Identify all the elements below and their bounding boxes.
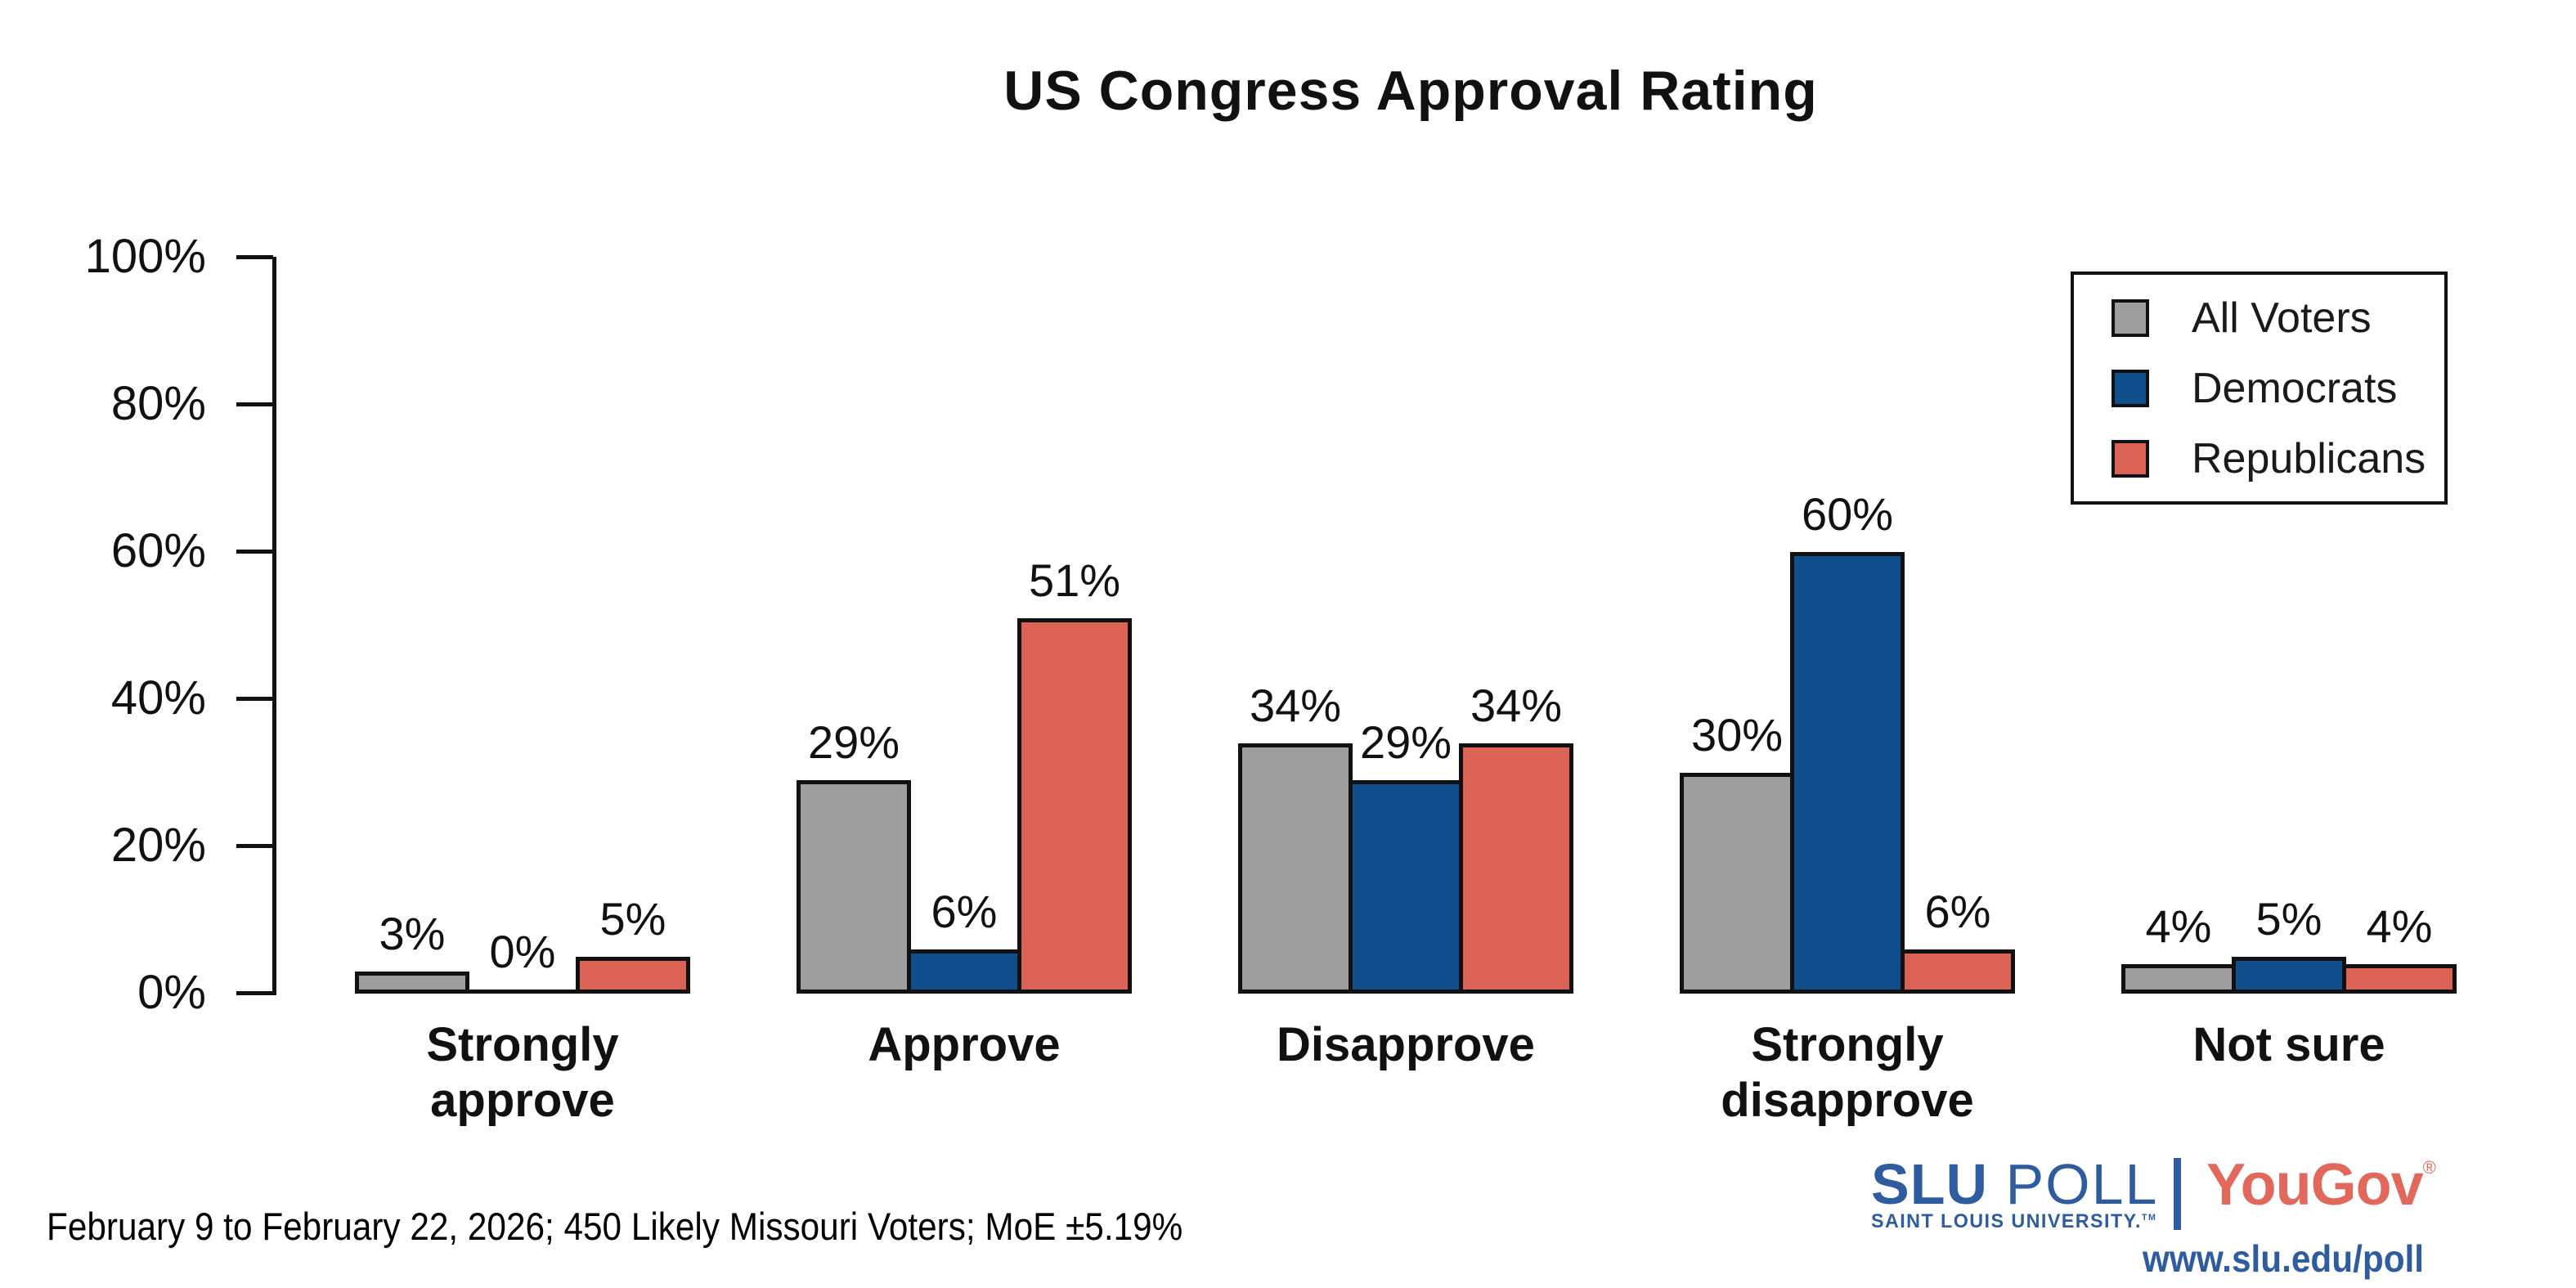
x-axis-category-label: Approve xyxy=(868,1018,1061,1071)
legend-swatch-republicans xyxy=(2112,439,2149,478)
survey-footnote: February 9 to February 22, 2026; 450 Lik… xyxy=(47,1205,1183,1248)
y-axis-tick xyxy=(236,550,273,554)
y-axis-tick-label: 0% xyxy=(137,966,206,1019)
y-axis-tick-label: 80% xyxy=(110,377,206,430)
chart-title: US Congress Approval Rating xyxy=(1003,60,1818,122)
y-axis-tick xyxy=(236,697,273,701)
y-axis-tick xyxy=(236,402,273,406)
bar-value-label: 5% xyxy=(599,893,666,945)
bar-value-label: 34% xyxy=(1249,680,1342,731)
bar-republicans-approve xyxy=(1017,618,1132,994)
bar-value-label: 6% xyxy=(1924,886,1991,937)
bar-democrats-not-sure xyxy=(2232,957,2346,994)
slu-poll-logo: SLU POLL xyxy=(1871,1151,2158,1217)
bar-democrats-strongly-approve xyxy=(465,990,580,994)
y-axis-tick xyxy=(236,991,273,995)
registered-symbol: ® xyxy=(2422,1157,2436,1178)
x-axis-category-label: Not sure xyxy=(2192,1018,2385,1071)
bar-value-label: 5% xyxy=(2255,893,2322,945)
bar-value-label: 6% xyxy=(931,886,998,937)
x-axis-category-label: Disapprove xyxy=(1277,1018,1535,1071)
bar-value-label: 4% xyxy=(2366,900,2433,952)
y-axis-line xyxy=(272,257,276,995)
x-axis-category-label: Strongly approve xyxy=(426,1018,619,1127)
bar-republicans-not-sure xyxy=(2342,964,2457,994)
brand-separator-bar xyxy=(2174,1158,2181,1230)
y-axis-tick-label: 40% xyxy=(110,671,206,725)
legend-label-democrats: Democrats xyxy=(2192,364,2398,412)
legend-label-republicans: Republicans xyxy=(2192,434,2426,482)
legend-row-democrats: Democrats xyxy=(2112,364,2444,413)
y-axis-tick xyxy=(236,844,273,848)
bar-democrats-disapprove xyxy=(1349,780,1463,994)
bar-all-voters-strongly-disapprove xyxy=(1680,773,1794,994)
bar-republicans-disapprove xyxy=(1459,743,1573,994)
legend-row-republicans: Republicans xyxy=(2112,434,2444,483)
legend-row-all-voters: All Voters xyxy=(2112,294,2444,343)
legend-swatch-all-voters xyxy=(2112,298,2149,337)
yougov-logo: YouGov® xyxy=(2206,1152,2436,1218)
poll-wordmark: POLL xyxy=(1988,1152,2159,1216)
bar-republicans-strongly-approve xyxy=(576,957,690,994)
bar-value-label: 3% xyxy=(379,908,446,959)
bar-value-label: 60% xyxy=(1801,488,1894,540)
legend-swatch-democrats xyxy=(2112,369,2149,407)
bar-value-label: 51% xyxy=(1028,554,1121,606)
bar-republicans-strongly-disapprove xyxy=(1901,949,2015,994)
bar-democrats-strongly-disapprove xyxy=(1790,552,1905,994)
slu-poll-url: www.slu.edu/poll xyxy=(2143,1237,2425,1280)
y-axis-tick-label: 100% xyxy=(84,230,206,283)
chart-legend: All Voters Democrats Republicans xyxy=(2071,272,2448,505)
bar-all-voters-not-sure xyxy=(2121,964,2236,994)
bar-democrats-approve xyxy=(907,949,1021,994)
x-axis-category-label: Strongly disapprove xyxy=(1721,1018,1974,1127)
bar-all-voters-disapprove xyxy=(1238,743,1353,994)
trademark-symbol: TM xyxy=(2141,1213,2157,1223)
y-axis-tick xyxy=(236,255,273,259)
bar-all-voters-approve xyxy=(797,780,911,994)
y-axis-tick-label: 20% xyxy=(110,819,206,872)
bar-value-label: 4% xyxy=(2145,900,2212,952)
bar-value-label: 0% xyxy=(489,926,556,977)
saint-louis-university-wordmark: SAINT LOUIS UNIVERSITY.TM xyxy=(1871,1210,2157,1232)
bar-value-label: 34% xyxy=(1470,680,1563,731)
bar-all-voters-strongly-approve xyxy=(355,972,469,994)
bar-value-label: 29% xyxy=(807,716,900,768)
bar-value-label: 29% xyxy=(1359,716,1452,768)
bar-value-label: 30% xyxy=(1690,709,1784,761)
slu-wordmark: SLU xyxy=(1871,1152,1988,1216)
legend-label-all-voters: All Voters xyxy=(2192,294,2372,342)
y-axis-tick-label: 60% xyxy=(110,524,206,577)
